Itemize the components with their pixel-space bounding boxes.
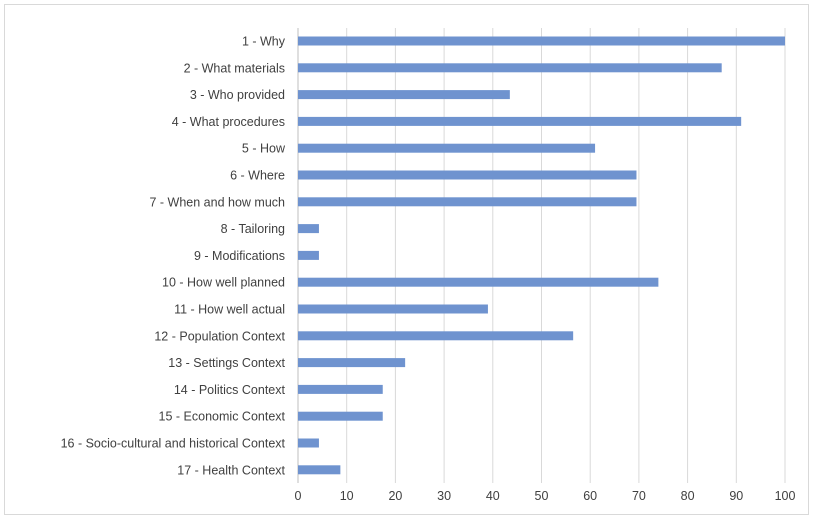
category-label: 2 - What materials: [184, 61, 285, 75]
category-label: 1 - Why: [242, 35, 286, 49]
category-label: 15 - Economic Context: [159, 410, 286, 424]
x-tick-label: 10: [340, 489, 354, 503]
category-label: 13 - Settings Context: [168, 356, 285, 370]
x-tick-label: 50: [535, 489, 549, 503]
bar: [298, 143, 596, 153]
category-label: 16 - Socio-cultural and historical Conte…: [61, 437, 286, 451]
x-tick-label: 80: [681, 489, 695, 503]
x-tick-label: 30: [437, 489, 451, 503]
bar: [298, 358, 406, 368]
category-label: 6 - Where: [230, 169, 285, 183]
grid-layer: [297, 28, 786, 483]
category-label: 4 - What procedures: [172, 115, 285, 129]
x-tick-label: 0: [295, 489, 302, 503]
bar: [298, 197, 637, 207]
bar: [298, 90, 510, 100]
category-label: 9 - Modifications: [194, 249, 285, 263]
x-tick-label: 90: [729, 489, 743, 503]
bar: [298, 465, 341, 475]
x-tick-label: 70: [632, 489, 646, 503]
category-label: 11 - How well actual: [174, 303, 285, 317]
category-labels: 1 - Why 2 - What materials 3 - Who provide…: [61, 35, 286, 478]
category-label: 12 - Population Context: [154, 329, 285, 343]
x-tick-label: 20: [388, 489, 402, 503]
x-tick-label: 60: [583, 489, 597, 503]
category-label: 3 - Who provided: [190, 88, 285, 102]
category-label: 8 - Tailoring: [221, 222, 285, 236]
x-axis-ticks: 0 10 20 30 40 50 60 70 80 90 100: [295, 489, 796, 503]
category-label: 17 - Health Context: [177, 463, 285, 477]
bar: [298, 331, 574, 341]
bar: [298, 170, 637, 180]
bar: [298, 411, 383, 421]
category-label: 5 - How: [242, 142, 286, 156]
bar: [298, 384, 383, 394]
bar: [298, 304, 488, 314]
bar: [298, 250, 319, 260]
bar: [298, 224, 319, 234]
bar: [298, 116, 742, 126]
category-label: 10 - How well planned: [162, 276, 285, 290]
x-tick-label: 100: [775, 489, 796, 503]
chart-frame: [4, 4, 809, 515]
category-label: 7 - When and how much: [150, 195, 286, 209]
x-tick-label: 40: [486, 489, 500, 503]
bar: [298, 36, 785, 46]
bar: [298, 277, 659, 287]
bar: [298, 63, 722, 73]
bar: [298, 438, 319, 448]
category-label: 14 - Politics Context: [174, 383, 286, 397]
bar-layer: [298, 36, 785, 475]
